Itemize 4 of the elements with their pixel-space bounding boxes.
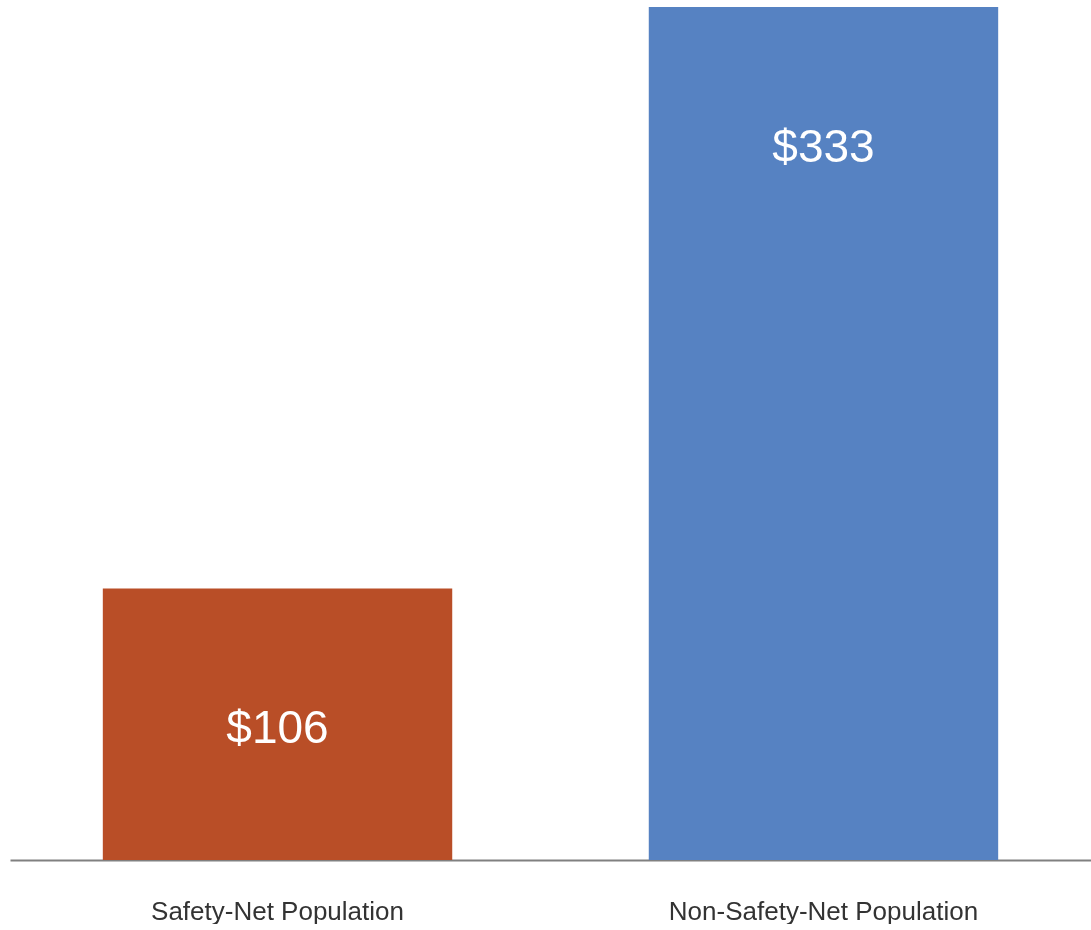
data-label: $333 [772, 120, 875, 172]
x-tick-label: Safety-Net Population [151, 895, 404, 926]
data-label: $106 [226, 701, 329, 754]
x-tick-label: Non-Safety-Net Population [668, 895, 979, 926]
